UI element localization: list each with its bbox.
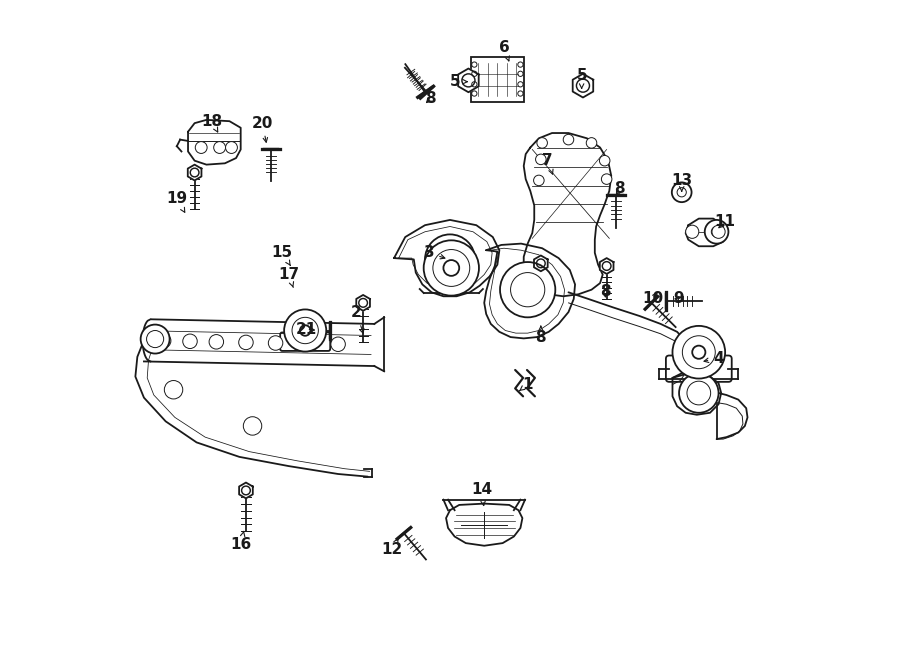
- Circle shape: [213, 141, 226, 153]
- Text: 10: 10: [643, 292, 663, 307]
- Circle shape: [586, 137, 597, 148]
- Circle shape: [537, 137, 547, 148]
- Circle shape: [692, 346, 706, 359]
- Circle shape: [268, 336, 283, 350]
- Text: 5: 5: [576, 67, 587, 89]
- Circle shape: [300, 325, 310, 336]
- Polygon shape: [599, 258, 614, 274]
- Polygon shape: [458, 69, 479, 93]
- Circle shape: [444, 260, 459, 276]
- FancyBboxPatch shape: [280, 332, 330, 351]
- Circle shape: [680, 373, 718, 412]
- Text: 15: 15: [272, 245, 292, 266]
- Text: 13: 13: [671, 173, 692, 191]
- Polygon shape: [534, 255, 548, 271]
- Text: 5: 5: [450, 74, 467, 89]
- Text: 8: 8: [615, 182, 626, 196]
- Text: 12: 12: [382, 539, 402, 557]
- Circle shape: [195, 141, 207, 153]
- Text: 7: 7: [542, 153, 553, 174]
- Circle shape: [686, 225, 698, 239]
- Circle shape: [209, 334, 223, 349]
- Circle shape: [298, 336, 312, 351]
- Circle shape: [425, 235, 475, 284]
- Text: 20: 20: [252, 116, 273, 142]
- Circle shape: [284, 309, 327, 352]
- Text: 4: 4: [704, 350, 724, 366]
- Circle shape: [331, 337, 346, 352]
- Circle shape: [243, 416, 262, 435]
- Text: 8: 8: [600, 284, 611, 299]
- Polygon shape: [188, 165, 202, 180]
- Text: 21: 21: [296, 322, 317, 336]
- FancyBboxPatch shape: [666, 356, 732, 382]
- Circle shape: [601, 174, 612, 184]
- Polygon shape: [356, 295, 370, 311]
- Text: 3: 3: [424, 245, 445, 260]
- Circle shape: [534, 175, 544, 186]
- Text: 8: 8: [425, 91, 436, 106]
- Circle shape: [226, 141, 238, 153]
- Circle shape: [157, 334, 171, 348]
- Circle shape: [183, 334, 197, 348]
- Circle shape: [672, 326, 725, 379]
- Circle shape: [671, 182, 691, 202]
- Circle shape: [165, 381, 183, 399]
- Text: 11: 11: [715, 214, 735, 229]
- Circle shape: [563, 134, 573, 145]
- Circle shape: [712, 225, 725, 239]
- Text: 8: 8: [536, 327, 546, 344]
- Circle shape: [424, 241, 479, 295]
- FancyBboxPatch shape: [471, 58, 524, 102]
- Text: 9: 9: [674, 292, 684, 307]
- Text: 6: 6: [499, 40, 509, 61]
- Text: 17: 17: [278, 267, 300, 288]
- Text: 2: 2: [351, 305, 364, 333]
- Circle shape: [705, 220, 728, 244]
- Text: 18: 18: [202, 114, 222, 132]
- Circle shape: [536, 154, 546, 165]
- Circle shape: [599, 155, 610, 166]
- Circle shape: [238, 335, 253, 350]
- Text: 16: 16: [230, 531, 251, 552]
- Text: 14: 14: [471, 483, 492, 506]
- Circle shape: [500, 262, 555, 317]
- Polygon shape: [572, 74, 593, 97]
- Circle shape: [140, 325, 169, 354]
- Text: 19: 19: [166, 191, 187, 212]
- Text: 1: 1: [519, 377, 533, 392]
- Polygon shape: [239, 483, 253, 498]
